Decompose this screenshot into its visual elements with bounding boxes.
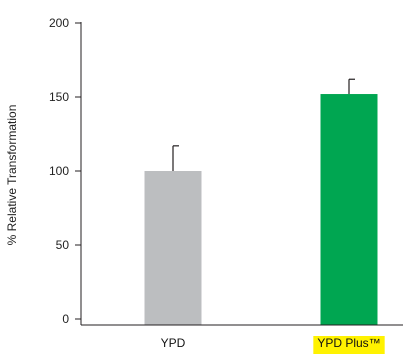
y-tick-label: 100 (49, 164, 69, 178)
y-tick-label: 150 (49, 90, 69, 104)
y-tick-label: 50 (56, 238, 70, 252)
error-bars-group (172, 78, 355, 171)
category-highlight (313, 336, 385, 354)
bar-0 (144, 171, 202, 325)
category-labels-group: YPD YPD Plus™ (161, 336, 381, 350)
bar-1 (320, 94, 378, 325)
category-label-1: YPD Plus™ (317, 336, 380, 350)
y-ticks-group: 0 50 100 150 200 (49, 16, 81, 326)
category-label-0: YPD (161, 336, 186, 350)
y-tick-label: 200 (49, 16, 69, 30)
category-highlights (313, 336, 385, 354)
bars-group (144, 94, 378, 325)
y-tick-label: 0 (62, 312, 69, 326)
y-axis-title: % Relative Transformation (5, 105, 19, 246)
